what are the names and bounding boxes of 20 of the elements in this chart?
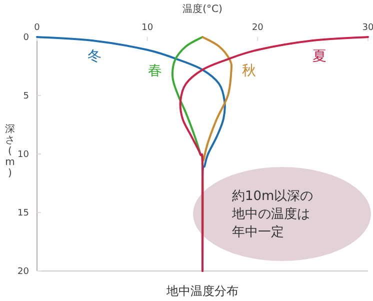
y-tick-label: 15 — [18, 208, 29, 218]
annotation: 約10m以深の — [232, 189, 314, 204]
y-axis-title: 深さ(m) — [5, 123, 15, 179]
annotation: 地中の温度は — [231, 206, 310, 222]
y-tick-label: 20 — [18, 267, 30, 277]
x-tick-label: 20 — [252, 23, 264, 33]
annotation: 年中一定 — [232, 225, 284, 240]
x-tick-label: 0 — [34, 23, 40, 33]
x-tick-label: 30 — [362, 23, 373, 33]
y-tick-label: 5 — [23, 92, 29, 102]
line-series — [179, 36, 369, 272]
series-label: 秋 — [242, 62, 256, 79]
text: 地中温度分布 — [166, 284, 238, 298]
y-tick-label: 10 — [18, 150, 30, 160]
y-tick-label: 0 — [23, 33, 30, 43]
series-label: 冬 — [87, 48, 102, 65]
series-label: 春 — [148, 62, 162, 79]
x-tick-label: 10 — [142, 23, 154, 33]
series-label: 夏 — [312, 48, 326, 65]
x-axis-title: 温度(°C) — [182, 3, 222, 15]
